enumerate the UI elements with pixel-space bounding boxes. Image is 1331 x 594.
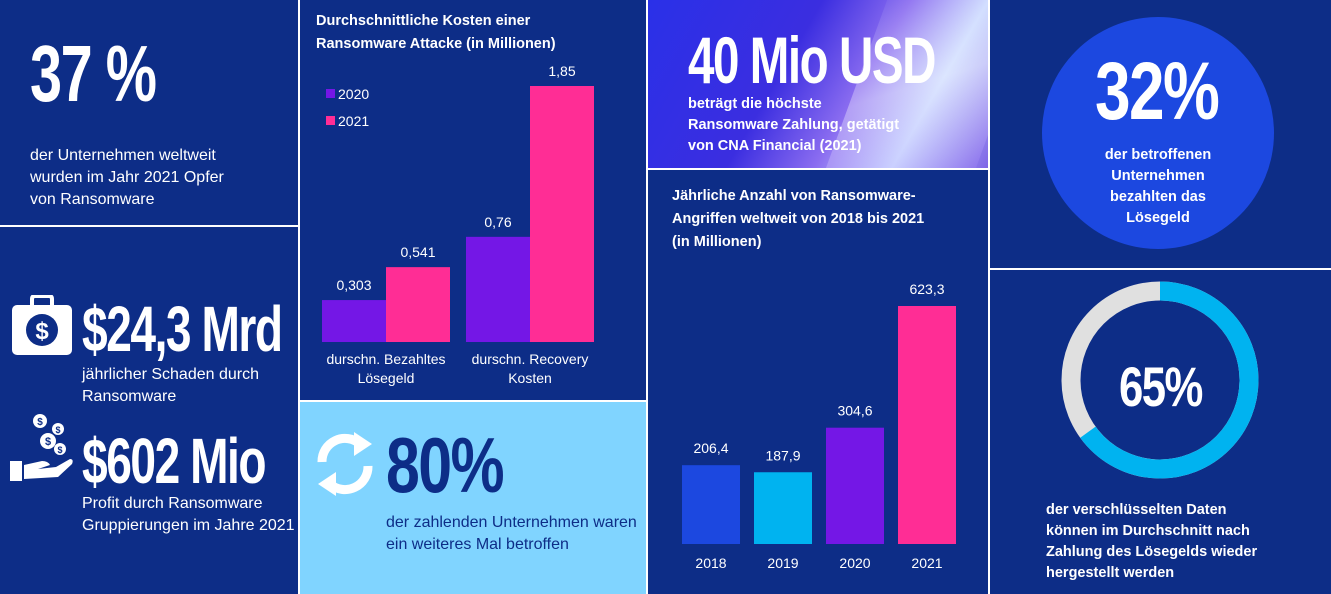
stat-text-damage: jährlicher Schaden durch Ransomware [82, 364, 259, 408]
progress-ring-65 [1061, 281, 1259, 479]
data-label: 206,4 [693, 440, 728, 456]
stat-panel-37: 37 % der Unternehmen weltweit wurden im … [0, 0, 298, 225]
text-line: wurden im Jahr 2021 Opfer [30, 169, 224, 186]
stat-text-profit: Profit durch Ransomware Gruppierungen im… [82, 493, 295, 537]
title-line: (in Millionen) [672, 234, 762, 250]
text-line: jährlicher Schaden durch [82, 366, 259, 383]
svg-text:$: $ [45, 436, 51, 448]
ring-progress [1061, 281, 1259, 479]
legend-label-2020: 2020 [338, 86, 369, 102]
stat-text-32: der betroffenen Unternehmen bezahlten da… [1042, 145, 1274, 229]
text-line: können im Durchschnitt nach [1046, 523, 1250, 539]
text-line: der Unternehmen weltweit [30, 147, 216, 164]
cost-chart-title: Durchschnittliche Kosten einer Ransomwar… [316, 10, 556, 56]
svg-text:$: $ [37, 417, 43, 428]
category-label: 2018 [695, 555, 726, 571]
text-line: hergestellt werden [1046, 565, 1175, 581]
title-line: Ransomware Attacke (in Millionen) [316, 36, 556, 52]
category-label: 2019 [767, 555, 798, 571]
legend-swatch-2021 [326, 116, 335, 125]
bar-2018 [682, 465, 740, 544]
text-line: Unternehmen [1111, 168, 1205, 184]
title-line: Durchschnittliche Kosten einer [316, 13, 531, 29]
stat-value-80: 80% [386, 421, 505, 509]
category-label: durschn. Bezahltes [326, 351, 445, 367]
stat-value-37: 37 % [30, 29, 157, 118]
data-label: 0,303 [336, 277, 371, 293]
attacks-chart: 206,4 2018 187,9 2019 304,6 2020 623,3 2021 [682, 281, 956, 571]
title-line: Angriffen weltweit von 2018 bis 2021 [672, 211, 925, 227]
stat-panel-32: 32% der betroffenen Unternehmen bezahlte… [990, 0, 1331, 268]
stat-panel-40: 40 Mio USD beträgt die höchste Ransomwar… [648, 0, 988, 168]
money-bag-icon: $ [10, 294, 74, 362]
stat-text-65: der verschlüsselten Daten können im Durc… [1046, 500, 1257, 584]
bar-2021 [898, 306, 956, 544]
stat-value-profit: $602 Mio [82, 425, 267, 497]
category-label: 2021 [911, 555, 942, 571]
bar-2019 [754, 472, 812, 544]
stat-panel-money: $ $24,3 Mrd jährlicher Schaden durch Ran… [0, 227, 298, 594]
stat-text-80: der zahlenden Unternehmen waren ein weit… [386, 512, 637, 556]
text-line: der verschlüsselten Daten [1046, 502, 1227, 518]
legend-swatch-2020 [326, 89, 335, 98]
category-label: durschn. Recovery [472, 351, 589, 367]
category-label: 2020 [839, 555, 870, 571]
stat-value-65: 65% [1119, 355, 1203, 418]
text-line: ein weiteres Mal betroffen [386, 536, 569, 553]
stat-panel-80: 80% der zahlenden Unternehmen waren ein … [300, 402, 646, 594]
data-label: 623,3 [909, 281, 944, 297]
stat-value-40: 40 Mio USD [688, 23, 936, 97]
attacks-chart-panel: Jährliche Anzahl von Ransomware- Angriff… [648, 170, 988, 594]
text-line: Zahlung des Lösegelds wieder [1046, 544, 1258, 560]
data-label: 0,76 [484, 214, 511, 230]
stat-panel-65: 65% der verschlüsselten Daten können im … [990, 270, 1331, 594]
cost-chart-panel: Durchschnittliche Kosten einer Ransomwar… [300, 0, 646, 400]
refresh-arrows-icon [312, 430, 378, 503]
bar-2020 [826, 427, 884, 544]
text-line: Lösegeld [1126, 210, 1190, 226]
text-line: bezahlten das [1110, 189, 1206, 205]
svg-text:$: $ [57, 445, 62, 455]
text-line: Ransomware Zahlung, getätigt [688, 117, 900, 133]
data-label: 187,9 [765, 447, 800, 463]
data-label: 0,541 [400, 244, 435, 260]
text-line: der zahlenden Unternehmen waren [386, 514, 637, 531]
stat-circle-32 [1042, 17, 1274, 249]
category-label: Lösegeld [358, 370, 415, 386]
text-line: beträgt die höchste [688, 96, 822, 112]
data-label: 304,6 [837, 403, 872, 419]
bar-2020-0 [322, 300, 386, 342]
text-line: von CNA Financial (2021) [688, 138, 862, 154]
bar-2021-1 [530, 86, 594, 342]
hand-money-icon: $ $ $ $ [8, 409, 76, 492]
data-label: 1,85 [548, 63, 575, 79]
attacks-chart-title: Jährliche Anzahl von Ransomware- Angriff… [672, 185, 924, 254]
svg-text:$: $ [35, 318, 49, 345]
stat-text-40: beträgt die höchste Ransomware Zahlung, … [688, 94, 899, 157]
text-line: von Ransomware [30, 191, 155, 208]
stat-value-damage: $24,3 Mrd [82, 293, 283, 365]
bar-2020-1 [466, 236, 530, 342]
svg-text:$: $ [55, 425, 60, 435]
title-line: Jährliche Anzahl von Ransomware- [672, 188, 916, 204]
text-line: Gruppierungen im Jahre 2021 [82, 517, 295, 534]
cost-chart: 2020 2021 0,303 0,541 durschn. Bezahltes Löse… [322, 63, 594, 386]
stat-value-32: 32% [1095, 46, 1220, 137]
stat-text-37: der Unternehmen weltweit wurden im Jahr … [30, 145, 224, 211]
text-line: Ransomware [82, 388, 177, 405]
legend-label-2021: 2021 [338, 113, 369, 129]
bar-2021-0 [386, 267, 450, 342]
text-line: der betroffenen [1104, 147, 1212, 163]
text-line: Profit durch Ransomware [82, 495, 263, 512]
category-label: Kosten [508, 370, 552, 386]
